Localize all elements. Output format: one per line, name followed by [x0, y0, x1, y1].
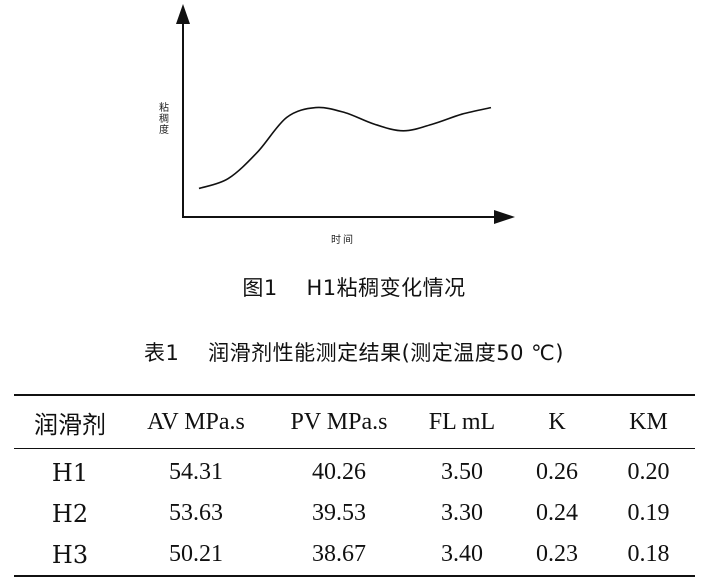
header-av: AV MPa.s [147, 408, 245, 435]
figure-caption: 图1 H1粘稠变化情况 [242, 276, 466, 300]
cell-km: 0.19 [627, 500, 670, 526]
results-table: 润滑剂 AV MPa.s PV MPa.s FL mL K KM H1 54.3… [14, 394, 695, 577]
y-axis-label: 粘稠度 [157, 101, 169, 135]
y-axis-arrow [176, 4, 190, 24]
cell-pv: 38.67 [312, 541, 366, 567]
header-k: K [548, 408, 566, 435]
cell-fl: 3.50 [441, 459, 483, 485]
cell-pv: 40.26 [312, 459, 366, 485]
table-caption: 表1 润滑剂性能测定结果(测定温度50 ℃) [144, 341, 564, 365]
cell-av: 53.63 [169, 500, 223, 526]
cell-fl: 3.40 [441, 541, 483, 567]
cell-k: 0.26 [536, 459, 578, 485]
table-header-row: 润滑剂 AV MPa.s PV MPa.s FL mL K KM [14, 395, 695, 449]
viscosity-curve [198, 106, 492, 190]
header-fl: FL mL [428, 408, 496, 435]
cell-pv: 39.53 [312, 500, 366, 526]
cell-lubricant: H2 [51, 499, 89, 528]
cell-km: 0.20 [627, 459, 670, 485]
x-axis-arrow [494, 210, 515, 224]
cell-av: 50.21 [169, 541, 223, 567]
viscosity-line-chart: 粘稠度 时间 [157, 4, 515, 246]
table-row: H2 53.63 39.53 3.30 0.24 0.19 [14, 493, 695, 534]
table-row: H1 54.31 40.26 3.50 0.26 0.20 [14, 449, 695, 494]
x-axis-label: 时间 [331, 233, 355, 246]
cell-av: 54.31 [169, 459, 223, 485]
header-pv: PV MPa.s [290, 408, 388, 435]
cell-fl: 3.30 [441, 500, 483, 526]
cell-km: 0.18 [627, 541, 670, 567]
cell-k: 0.23 [536, 541, 578, 567]
cell-lubricant: H3 [51, 540, 89, 569]
table-row: H3 50.21 38.67 3.40 0.23 0.18 [14, 534, 695, 576]
header-km: KM [629, 408, 668, 435]
header-lubricant: 润滑剂 [34, 410, 106, 439]
cell-k: 0.24 [536, 500, 578, 526]
cell-lubricant: H1 [51, 458, 89, 487]
